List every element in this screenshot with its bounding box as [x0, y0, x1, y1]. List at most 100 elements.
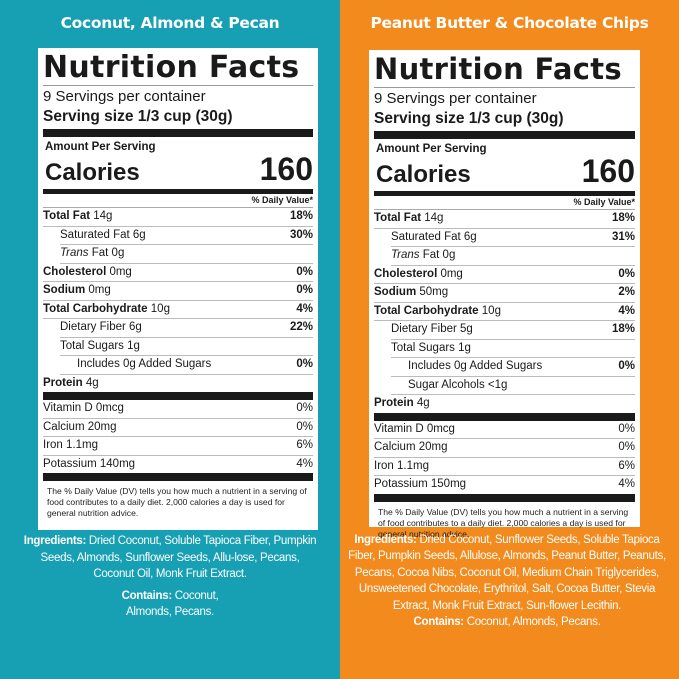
vitamin-row: Calcium 20mg 0% [43, 419, 313, 437]
vitamin-row: Potassium 150mg 4% [374, 476, 635, 494]
nutrient-dv: 18% [611, 323, 635, 335]
ingredients-label: Ingredients: [23, 535, 87, 547]
calories-value: 160 [581, 153, 635, 189]
nutrient-dv: 31% [611, 230, 635, 243]
nutrition-facts-title: Nutrition Facts [43, 51, 313, 86]
vitamin-name: Iron 1.1mg [43, 439, 98, 451]
nutrient-row-total-sugars: Total Sugars 1g [60, 338, 313, 356]
nutrient-name: Sodium [374, 286, 417, 298]
vitamin-row: Potassium 140mg 4% [43, 456, 313, 474]
nutrient-amount: 0mg [85, 284, 111, 296]
vitamin-dv: 0% [296, 420, 313, 433]
amount-per-serving: Amount Per Serving [45, 141, 156, 153]
nutrient-row-total-carbohydrate: Total Carbohydrate 10g 4% [374, 303, 635, 321]
divider-medium [374, 191, 635, 196]
nutrient-amount: Includes 0g Added Sugars [77, 358, 212, 370]
nutrient-dv: 0% [618, 360, 635, 372]
vitamin-dv: 4% [618, 478, 635, 490]
nutrient-row-sugar-alcohols: Sugar Alcohols <1g [391, 377, 635, 395]
nutrient-amount: 0mg [437, 267, 463, 280]
nutrition-facts-label: Nutrition Facts 9 Servings per container… [369, 50, 640, 539]
vitamin-dv: 0% [296, 402, 313, 414]
vitamin-name: Calcium 20mg [43, 420, 117, 433]
nutrient-dv: 4% [618, 304, 635, 317]
vitamin-name: Potassium 150mg [374, 478, 467, 490]
flavor-title: Peanut Butter & Chocolate Chips [370, 14, 649, 32]
flavor-title: Coconut, Almond & Pecan [60, 14, 280, 32]
contains-text: Contains: Coconut, Almonds, Pecans. [348, 614, 666, 630]
nutrient-dv: 4% [296, 302, 313, 315]
nutrient-dv: 18% [289, 210, 313, 222]
nutrient-name: Total Fat [374, 212, 422, 224]
nutrient-amount: Saturated Fat 6g [391, 230, 477, 243]
serving-size: Serving size 1/3 cup (30g) [43, 108, 233, 125]
nutrient-name: Protein [43, 376, 83, 389]
nutrient-row-sodium: Sodium 0mg 0% [43, 282, 313, 301]
nutrient-row-added-sugars: Includes 0g Added Sugars 0% [391, 358, 635, 377]
nutrient-row-trans-fat: Trans Fat 0g [391, 247, 635, 266]
daily-value-footnote: The % Daily Value (DV) tells you how muc… [47, 486, 307, 518]
nutrient-amount: 10g [478, 304, 501, 317]
nutrient-dv: 0% [618, 267, 635, 280]
nutrient-row-saturated-fat: Saturated Fat 6g 31% [391, 229, 635, 247]
ingredients-list: Dried Coconut, Soluble Tapioca Fiber, Pu… [40, 535, 317, 580]
nutrient-name: Total Carbohydrate [43, 302, 148, 315]
nutrient-name: Sodium [43, 284, 86, 296]
nutrient-dv: 0% [296, 358, 313, 370]
contains-label: Contains: [121, 589, 173, 602]
vitamin-row: Vitamin D 0mcg 0% [43, 400, 313, 419]
nutrient-amount: Sugar Alcohols <1g [408, 378, 508, 391]
nutrient-name: Trans [60, 247, 89, 259]
nutrient-amount: Total Sugars 1g [391, 341, 471, 354]
nutrient-name: Cholesterol [374, 267, 438, 280]
nutrient-row-total-fat: Total Fat 14g 18% [374, 210, 635, 229]
ingredients-label: Ingredients: [354, 534, 417, 546]
vitamin-name: Iron 1.1mg [374, 459, 429, 472]
contains-list: Coconut, Almonds, Pecans. [126, 589, 219, 619]
nutrient-row-added-sugars: Includes 0g Added Sugars 0% [60, 356, 313, 375]
vitamin-name: Potassium 140mg [43, 457, 136, 470]
divider-thick [374, 412, 635, 421]
nutrition-facts-title: Nutrition Facts [374, 53, 635, 88]
nutrient-amount: Includes 0g Added Sugars [408, 360, 543, 372]
divider-thick [43, 473, 313, 481]
vitamin-dv: 6% [296, 439, 313, 451]
contains-label: Contains: [413, 616, 465, 629]
vitamin-row: Vitamin D 0mcg 0% [374, 421, 635, 439]
nutrient-row-total-sugars: Total Sugars 1g [391, 340, 635, 358]
nutrient-dv: 18% [611, 212, 635, 224]
ingredients-block: Ingredients: Dried Coconut, Soluble Tapi… [20, 533, 320, 621]
servings-per-container: 9 Servings per container [374, 90, 537, 107]
nutrient-row-dietary-fiber: Dietary Fiber 6g 22% [60, 319, 313, 338]
servings-per-container: 9 Servings per container [43, 88, 206, 105]
vitamin-name: Calcium 20mg [374, 441, 448, 453]
nutrient-amount: 50mg [416, 286, 449, 298]
nutrient-name: Trans [391, 249, 420, 261]
vitamin-name: Vitamin D 0mcg [43, 402, 124, 414]
nutrient-row-sodium: Sodium 50mg 2% [374, 284, 635, 303]
nutrient-amount: 14g [421, 212, 444, 224]
nutrient-name: Protein [374, 397, 414, 409]
nutrient-row-total-carbohydrate: Total Carbohydrate 10g 4% [43, 301, 313, 319]
nutrient-amount: Fat 0g [88, 247, 125, 259]
ingredients-text: Ingredients: Dried Coconut, Sunflower Se… [348, 532, 666, 614]
daily-value-header: % Daily Value* [374, 196, 635, 210]
calories-label: Calories [45, 159, 140, 186]
vitamin-row: Iron 1.1mg 6% [374, 458, 635, 476]
panel-peanut-butter-chocolate-chips: Peanut Butter & Chocolate Chips Nutritio… [340, 0, 679, 679]
vitamin-dv: 6% [618, 459, 635, 472]
nutrient-dv: 30% [289, 228, 313, 241]
panel-coconut-almond-pecan: Coconut, Almond & Pecan Nutrition Facts … [0, 0, 340, 679]
nutrient-row-protein: Protein 4g [43, 375, 313, 393]
nutrient-amount: 4g [82, 376, 99, 389]
divider-thick [374, 131, 635, 139]
nutrient-amount: Dietary Fiber 6g [60, 321, 142, 333]
divider-medium [43, 189, 313, 194]
nutrient-amount: 14g [90, 210, 113, 222]
nutrient-row-dietary-fiber: Dietary Fiber 5g 18% [391, 321, 635, 340]
calories-row: Calories 160 [43, 153, 313, 188]
nutrient-amount: Fat 0g [419, 249, 456, 261]
nutrient-amount: 4g [413, 397, 430, 409]
nutrition-facts-label: Nutrition Facts 9 Servings per container… [38, 48, 318, 530]
divider-thick [43, 129, 313, 137]
